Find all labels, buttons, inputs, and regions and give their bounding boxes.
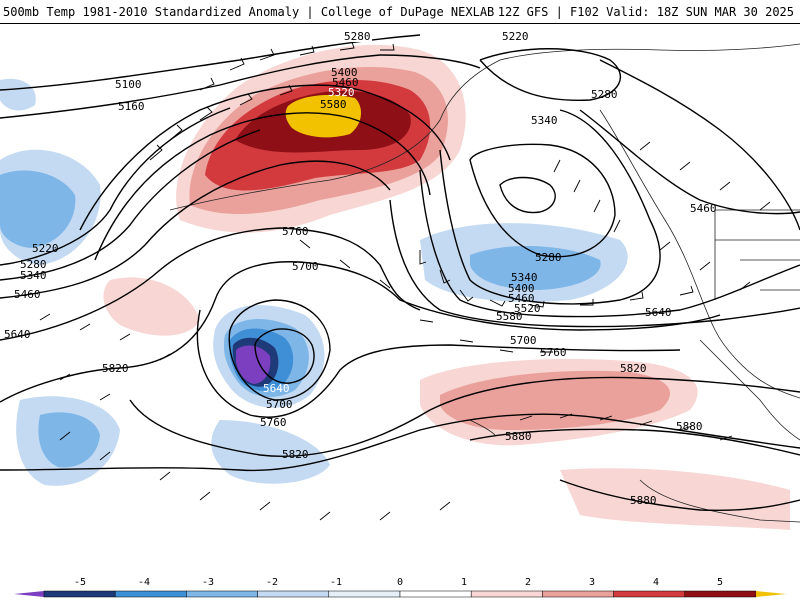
contour-label: 5340 <box>511 271 538 284</box>
contour-label: 5640 <box>263 382 290 395</box>
cold-anomaly-south <box>211 420 330 484</box>
contour-label: 5280 <box>20 258 47 271</box>
colorbar-ticks: -5 -4 -3 -2 -1 0 1 2 3 4 5 <box>74 577 723 588</box>
warm-anomaly-core <box>285 94 362 138</box>
contour-label: 5880 <box>505 430 532 443</box>
contour-label: 5640 <box>4 328 31 341</box>
colorbar-tick-label: -3 <box>202 577 214 588</box>
warm-anomaly-pacific-2 <box>440 370 670 430</box>
colorbar-tick-label: 4 <box>653 577 659 588</box>
contour-label: 5580 <box>496 310 523 323</box>
contour-label: 5760 <box>260 416 287 429</box>
colorbar-swatch <box>470 590 543 598</box>
cold-anomaly-southwest-2 <box>38 412 100 468</box>
cold-anomaly-gulf-2 <box>470 245 601 290</box>
model-run-label: 12Z GFS | F102 Valid: 18Z SUN MAR 30 202… <box>497 5 794 19</box>
colorbar-swatch <box>43 590 116 598</box>
colorbar-tick-label: -5 <box>74 577 86 588</box>
colorbar-swatch <box>613 590 686 598</box>
contour-label: 5700 <box>292 260 319 273</box>
contour-label: 5460 <box>332 76 359 89</box>
colorbar-swatch <box>257 590 330 598</box>
colorbar-swatch <box>328 590 401 598</box>
contour-label: 5320 <box>328 86 355 99</box>
contour-label: 5880 <box>630 494 657 507</box>
contour-label: 5580 <box>320 98 347 111</box>
geography-lines <box>169 43 800 523</box>
colorbar-swatch <box>186 590 258 598</box>
contour-label: 5460 <box>690 202 717 215</box>
colorbar-swatch <box>114 590 187 598</box>
contour-label: 5760 <box>282 225 309 238</box>
contour-label: 5280 <box>591 88 618 101</box>
colorbar-swatch <box>684 590 757 598</box>
contour-labels: 5280 5220 5400 5320 5460 5580 5100 5160 … <box>4 30 717 507</box>
contour-label: 5280 <box>535 251 562 264</box>
map-header: 500mb Temp 1981-2010 Standardized Anomal… <box>0 0 800 24</box>
colorbar-tick-label: 1 <box>461 577 467 588</box>
anomaly-fill <box>0 44 790 530</box>
colorbar-tick-label: -2 <box>266 577 278 588</box>
colorbar-tick-label: 5 <box>717 577 723 588</box>
contour-label: 5760 <box>540 346 567 359</box>
contour-label: 5700 <box>510 334 537 347</box>
contour-label: 5640 <box>645 306 672 319</box>
cold-anomaly-cutoff-core <box>236 345 271 384</box>
colorbar-tick-label: 0 <box>397 577 403 588</box>
cold-anomaly-sw-tiny <box>0 78 36 111</box>
contour-label: 5220 <box>502 30 529 43</box>
wind-barbs <box>39 41 771 521</box>
colorbar-tick-label: -4 <box>138 577 150 588</box>
contour-label: 5820 <box>282 448 309 461</box>
contour-label: 5400 <box>508 282 535 295</box>
contour-label: 5160 <box>118 100 145 113</box>
warm-anomaly-south <box>560 468 790 530</box>
contour-label: 5280 <box>344 30 371 43</box>
contour-label: 5100 <box>115 78 142 91</box>
colorbar-extend-low <box>14 591 44 597</box>
contour-label: 5520 <box>514 302 541 315</box>
colorbar-swatch <box>399 590 472 598</box>
contour-label: 5340 <box>531 114 558 127</box>
map-title: 500mb Temp 1981-2010 Standardized Anomal… <box>3 5 495 19</box>
colorbar-swatch <box>542 590 614 598</box>
colorbar-extend-high <box>756 591 786 597</box>
colorbar-swatches <box>14 590 786 598</box>
contour-label: 5220 <box>32 242 59 255</box>
contour-label: 5460 <box>508 292 535 305</box>
contour-label: 5820 <box>620 362 647 375</box>
colorbar-tick-label: 3 <box>589 577 595 588</box>
colorbar-tick-label: 2 <box>525 577 531 588</box>
contour-label: 5460 <box>14 288 41 301</box>
warm-anomaly-west <box>103 277 200 336</box>
contour-label: 5820 <box>102 362 129 375</box>
anomaly-map: 5280 5220 5400 5320 5460 5580 5100 5160 … <box>0 24 800 576</box>
contour-label: 5880 <box>676 420 703 433</box>
colorbar-tick-label: -1 <box>330 577 342 588</box>
contour-label: 5340 <box>20 269 47 282</box>
cold-anomaly-west-2 <box>0 170 76 248</box>
contour-label: 5700 <box>266 398 293 411</box>
colorbar: -5 -4 -3 -2 -1 0 1 2 3 4 5 <box>0 576 800 600</box>
contour-label: 5400 <box>331 66 358 79</box>
height-contours <box>0 34 800 512</box>
